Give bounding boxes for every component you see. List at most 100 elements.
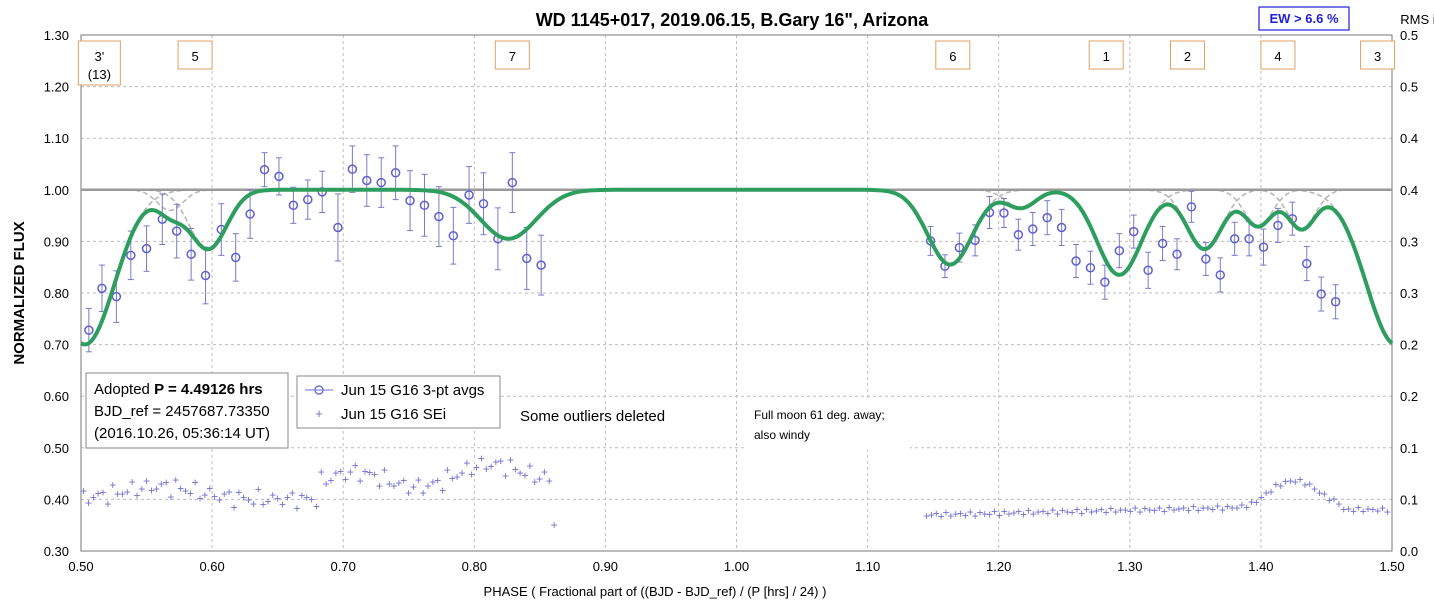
rms-data-point: + bbox=[1316, 486, 1323, 500]
rms-data-point: + bbox=[381, 463, 388, 477]
y2-tick-label: 0.5 bbox=[1400, 28, 1418, 43]
rms-data-point: + bbox=[1345, 502, 1352, 516]
rms-data-point: + bbox=[100, 486, 107, 500]
rms-data-point: + bbox=[308, 492, 315, 506]
rms-data-point: + bbox=[264, 495, 271, 509]
rms-data-point: + bbox=[1015, 505, 1022, 519]
dip-label-text: 3' bbox=[94, 49, 104, 64]
avg-data-point bbox=[1215, 270, 1226, 280]
rms-data-point: + bbox=[1132, 501, 1139, 515]
dip-label-box bbox=[1169, 40, 1205, 70]
dip-label: 3' (13) bbox=[77, 40, 121, 86]
y-tick-labels: 0.30 0.40 0.50 0.60 0.70 0.80 0.90 1.00 1.10 1.20… bbox=[44, 28, 69, 559]
rms-data-point: + bbox=[473, 461, 480, 475]
model-component-curve bbox=[1124, 189, 1283, 250]
avg-data-point bbox=[1244, 234, 1254, 244]
model-component-curve bbox=[382, 189, 635, 240]
rms-data-point: + bbox=[1151, 503, 1158, 517]
y-tick-label: 1.20 bbox=[44, 80, 69, 95]
avg-data-point bbox=[84, 325, 94, 335]
rms-data-point: + bbox=[400, 474, 407, 488]
rms-data-point: + bbox=[1006, 507, 1013, 521]
rms-data-point: + bbox=[405, 486, 412, 500]
dip-label: 3 bbox=[1360, 40, 1396, 70]
rms-data-point: + bbox=[1107, 502, 1114, 516]
rms-data-point: + bbox=[1253, 495, 1260, 509]
rms-data-point: + bbox=[250, 497, 257, 511]
rms-data-point: + bbox=[177, 482, 184, 496]
avg-data-point bbox=[536, 260, 546, 270]
avg-data-point bbox=[1128, 226, 1139, 237]
rms-data-point: + bbox=[1297, 472, 1304, 486]
rms-data-point: + bbox=[201, 488, 208, 502]
y-tick-label: 0.50 bbox=[44, 441, 69, 456]
outliers-note: Some outliers deleted bbox=[520, 408, 665, 425]
avg-data-point bbox=[171, 226, 182, 236]
y-axis-label: NORMALIZED FLUX bbox=[11, 221, 28, 364]
y-tick-label: 0.90 bbox=[44, 234, 69, 249]
rms-data-point: + bbox=[289, 486, 296, 500]
rms-data-point: + bbox=[551, 518, 558, 532]
rms-data-point: + bbox=[1195, 503, 1202, 517]
rms-data-point: + bbox=[1112, 505, 1119, 519]
y-tick-label: 0.40 bbox=[44, 492, 69, 507]
rms-data-point: + bbox=[323, 477, 330, 491]
y2-tick-label: 0.0 bbox=[1400, 544, 1418, 559]
rms-data-point: + bbox=[226, 485, 233, 499]
rms-data-point: + bbox=[129, 475, 136, 489]
ew-label: EW > 6.6 % bbox=[1270, 11, 1339, 26]
rms-data-point: + bbox=[1234, 501, 1241, 515]
rms-data-point: + bbox=[1156, 501, 1163, 515]
rms-data-point: + bbox=[1272, 478, 1279, 492]
y2-axis-label: RMS i bbox=[1400, 12, 1434, 27]
rms-data-point: + bbox=[449, 472, 456, 486]
rms-data-point: + bbox=[522, 468, 529, 482]
rms-data-point: + bbox=[967, 505, 974, 519]
x-tick-label: 1.40 bbox=[1248, 559, 1273, 574]
rms-data-point: + bbox=[1030, 507, 1037, 521]
y2-tick-label: 0.3 bbox=[1400, 234, 1418, 249]
avg-data-point bbox=[1157, 238, 1168, 249]
rms-data-point: + bbox=[255, 482, 262, 496]
rms-data-point: + bbox=[1122, 503, 1129, 517]
rms-data-point: + bbox=[410, 480, 417, 494]
dip-label: 7 bbox=[494, 40, 530, 70]
rms-data-point: + bbox=[996, 508, 1003, 522]
y-tick-label: 1.10 bbox=[44, 131, 69, 146]
rms-data-point: + bbox=[526, 459, 533, 473]
rms-data-point: + bbox=[1146, 503, 1153, 517]
x-tick-label: 0.50 bbox=[68, 559, 93, 574]
rms-data-point: + bbox=[148, 484, 155, 498]
rms-data-point: + bbox=[536, 472, 543, 486]
y2-tick-label: 0.2 bbox=[1400, 338, 1418, 353]
dip-label: 1 bbox=[1088, 40, 1124, 70]
rms-data-point: + bbox=[1059, 504, 1066, 518]
rms-data-point: + bbox=[167, 490, 174, 504]
rms-data-point: + bbox=[318, 465, 325, 479]
avg-data-point bbox=[303, 194, 313, 205]
rms-data-point: + bbox=[1069, 505, 1076, 519]
avg-data-point bbox=[259, 164, 270, 175]
rms-data-point: + bbox=[1350, 504, 1357, 518]
rms-data-point: + bbox=[492, 455, 499, 469]
rms-data-point: + bbox=[546, 474, 553, 488]
rms-data-point: + bbox=[1083, 502, 1090, 516]
x-tick-label: 0.70 bbox=[331, 559, 356, 574]
model-component-curve bbox=[953, 189, 1088, 209]
rms-data-point: + bbox=[1044, 507, 1051, 521]
rms-data-point: + bbox=[158, 477, 165, 491]
dip-label-box bbox=[935, 40, 971, 70]
avg-data-point bbox=[1143, 265, 1153, 276]
rms-data-point: + bbox=[357, 474, 364, 488]
rms-data-point: + bbox=[478, 452, 485, 466]
rms-data-point: + bbox=[216, 493, 223, 507]
model-total-curve bbox=[80, 187, 1394, 347]
rms-data-point: + bbox=[458, 466, 465, 480]
x-tick-label: 0.60 bbox=[199, 559, 224, 574]
dip-label-box bbox=[1360, 40, 1396, 70]
rms-data-point: + bbox=[1200, 501, 1207, 515]
rms-data-point: + bbox=[1175, 502, 1182, 516]
rms-data-point: + bbox=[541, 465, 548, 479]
dip-label-box bbox=[1260, 40, 1296, 70]
moon-note-line1: Full moon 61 deg. away; bbox=[754, 408, 885, 422]
